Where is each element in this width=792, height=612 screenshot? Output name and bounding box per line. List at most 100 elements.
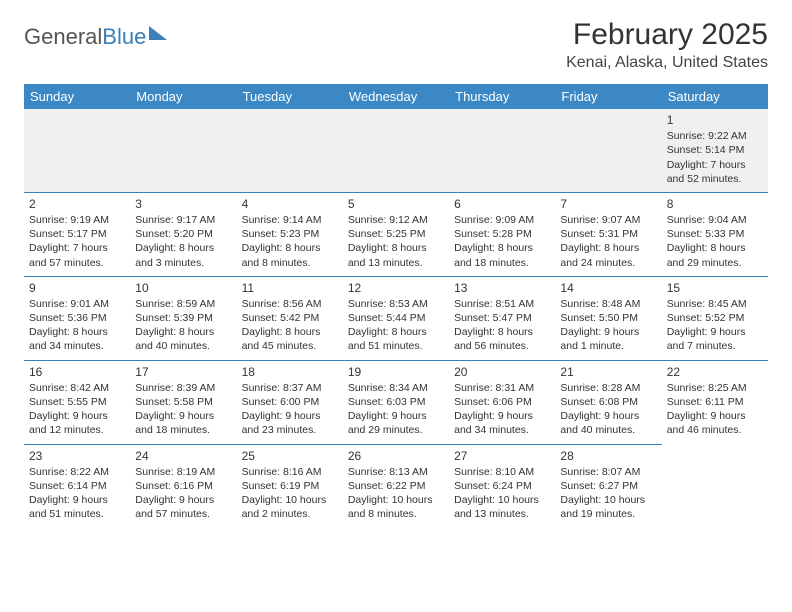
calendar-day: 6Sunrise: 9:09 AMSunset: 5:28 PMDaylight… (449, 192, 555, 276)
day-header: Wednesday (343, 84, 449, 109)
sunset-text: Sunset: 6:03 PM (348, 395, 444, 409)
daylight-text: Daylight: 8 hours and 8 minutes. (242, 241, 338, 269)
sunset-text: Sunset: 6:16 PM (135, 479, 231, 493)
sunrise-text: Sunrise: 8:22 AM (29, 465, 125, 479)
sunrise-text: Sunrise: 8:16 AM (242, 465, 338, 479)
sunset-text: Sunset: 5:25 PM (348, 227, 444, 241)
sunrise-text: Sunrise: 9:01 AM (29, 297, 125, 311)
sunset-text: Sunset: 5:23 PM (242, 227, 338, 241)
sunrise-text: Sunrise: 9:17 AM (135, 213, 231, 227)
calendar-day-empty (130, 109, 236, 192)
sunrise-text: Sunrise: 9:04 AM (667, 213, 763, 227)
sunrise-text: Sunrise: 9:14 AM (242, 213, 338, 227)
sunset-text: Sunset: 5:17 PM (29, 227, 125, 241)
calendar-day: 22Sunrise: 8:25 AMSunset: 6:11 PMDayligh… (662, 360, 768, 444)
daylight-text: Daylight: 9 hours and 51 minutes. (29, 493, 125, 521)
calendar-day: 11Sunrise: 8:56 AMSunset: 5:42 PMDayligh… (237, 276, 343, 360)
day-number: 27 (454, 448, 550, 464)
sunset-text: Sunset: 6:08 PM (560, 395, 656, 409)
sunrise-text: Sunrise: 8:39 AM (135, 381, 231, 395)
day-number: 14 (560, 280, 656, 296)
calendar-day-empty (449, 109, 555, 192)
sunset-text: Sunset: 6:11 PM (667, 395, 763, 409)
calendar-day: 23Sunrise: 8:22 AMSunset: 6:14 PMDayligh… (24, 444, 130, 527)
header: GeneralBlue February 2025 Kenai, Alaska,… (24, 18, 768, 72)
day-number: 9 (29, 280, 125, 296)
day-number: 15 (667, 280, 763, 296)
sunset-text: Sunset: 5:20 PM (135, 227, 231, 241)
daylight-text: Daylight: 8 hours and 40 minutes. (135, 325, 231, 353)
calendar-day: 26Sunrise: 8:13 AMSunset: 6:22 PMDayligh… (343, 444, 449, 527)
calendar-head: SundayMondayTuesdayWednesdayThursdayFrid… (24, 84, 768, 109)
calendar-day-empty (555, 109, 661, 192)
calendar-day: 28Sunrise: 8:07 AMSunset: 6:27 PMDayligh… (555, 444, 661, 527)
daylight-text: Daylight: 8 hours and 56 minutes. (454, 325, 550, 353)
daylight-text: Daylight: 8 hours and 13 minutes. (348, 241, 444, 269)
calendar-day: 8Sunrise: 9:04 AMSunset: 5:33 PMDaylight… (662, 192, 768, 276)
logo-word1: General (24, 24, 102, 49)
sunset-text: Sunset: 5:33 PM (667, 227, 763, 241)
calendar-week: 23Sunrise: 8:22 AMSunset: 6:14 PMDayligh… (24, 444, 768, 527)
calendar-day-empty (24, 109, 130, 192)
calendar-day: 13Sunrise: 8:51 AMSunset: 5:47 PMDayligh… (449, 276, 555, 360)
calendar-body: 1Sunrise: 9:22 AMSunset: 5:14 PMDaylight… (24, 109, 768, 527)
title-block: February 2025 Kenai, Alaska, United Stat… (566, 18, 768, 72)
logo-triangle-icon (149, 26, 167, 40)
calendar-day: 12Sunrise: 8:53 AMSunset: 5:44 PMDayligh… (343, 276, 449, 360)
day-header: Friday (555, 84, 661, 109)
sunrise-text: Sunrise: 8:34 AM (348, 381, 444, 395)
sunrise-text: Sunrise: 9:22 AM (667, 129, 763, 143)
daylight-text: Daylight: 8 hours and 29 minutes. (667, 241, 763, 269)
day-number: 28 (560, 448, 656, 464)
sunset-text: Sunset: 6:14 PM (29, 479, 125, 493)
calendar-day: 19Sunrise: 8:34 AMSunset: 6:03 PMDayligh… (343, 360, 449, 444)
day-number: 6 (454, 196, 550, 212)
day-number: 21 (560, 364, 656, 380)
daylight-text: Daylight: 8 hours and 18 minutes. (454, 241, 550, 269)
day-number: 3 (135, 196, 231, 212)
calendar-day: 7Sunrise: 9:07 AMSunset: 5:31 PMDaylight… (555, 192, 661, 276)
daylight-text: Daylight: 9 hours and 23 minutes. (242, 409, 338, 437)
daylight-text: Daylight: 9 hours and 18 minutes. (135, 409, 231, 437)
sunrise-text: Sunrise: 9:07 AM (560, 213, 656, 227)
daylight-text: Daylight: 9 hours and 46 minutes. (667, 409, 763, 437)
calendar-day: 5Sunrise: 9:12 AMSunset: 5:25 PMDaylight… (343, 192, 449, 276)
daylight-text: Daylight: 9 hours and 34 minutes. (454, 409, 550, 437)
sunset-text: Sunset: 6:22 PM (348, 479, 444, 493)
calendar-day: 9Sunrise: 9:01 AMSunset: 5:36 PMDaylight… (24, 276, 130, 360)
calendar-week: 9Sunrise: 9:01 AMSunset: 5:36 PMDaylight… (24, 276, 768, 360)
sunrise-text: Sunrise: 8:10 AM (454, 465, 550, 479)
day-number: 13 (454, 280, 550, 296)
day-number: 24 (135, 448, 231, 464)
month-title: February 2025 (566, 18, 768, 52)
daylight-text: Daylight: 7 hours and 57 minutes. (29, 241, 125, 269)
calendar-day: 3Sunrise: 9:17 AMSunset: 5:20 PMDaylight… (130, 192, 236, 276)
day-number: 20 (454, 364, 550, 380)
sunset-text: Sunset: 5:55 PM (29, 395, 125, 409)
day-number: 17 (135, 364, 231, 380)
sunset-text: Sunset: 5:50 PM (560, 311, 656, 325)
sunset-text: Sunset: 6:00 PM (242, 395, 338, 409)
day-number: 16 (29, 364, 125, 380)
daylight-text: Daylight: 9 hours and 57 minutes. (135, 493, 231, 521)
day-header: Sunday (24, 84, 130, 109)
daylight-text: Daylight: 9 hours and 7 minutes. (667, 325, 763, 353)
logo: GeneralBlue (24, 18, 167, 50)
calendar-week: 16Sunrise: 8:42 AMSunset: 5:55 PMDayligh… (24, 360, 768, 444)
sunrise-text: Sunrise: 8:59 AM (135, 297, 231, 311)
location: Kenai, Alaska, United States (566, 54, 768, 72)
daylight-text: Daylight: 10 hours and 13 minutes. (454, 493, 550, 521)
daylight-text: Daylight: 10 hours and 8 minutes. (348, 493, 444, 521)
sunset-text: Sunset: 5:58 PM (135, 395, 231, 409)
sunrise-text: Sunrise: 8:56 AM (242, 297, 338, 311)
day-number: 12 (348, 280, 444, 296)
calendar-day: 18Sunrise: 8:37 AMSunset: 6:00 PMDayligh… (237, 360, 343, 444)
day-number: 8 (667, 196, 763, 212)
daylight-text: Daylight: 10 hours and 2 minutes. (242, 493, 338, 521)
calendar-day: 10Sunrise: 8:59 AMSunset: 5:39 PMDayligh… (130, 276, 236, 360)
day-number: 10 (135, 280, 231, 296)
day-number: 4 (242, 196, 338, 212)
daylight-text: Daylight: 8 hours and 24 minutes. (560, 241, 656, 269)
daylight-text: Daylight: 8 hours and 45 minutes. (242, 325, 338, 353)
day-number: 11 (242, 280, 338, 296)
